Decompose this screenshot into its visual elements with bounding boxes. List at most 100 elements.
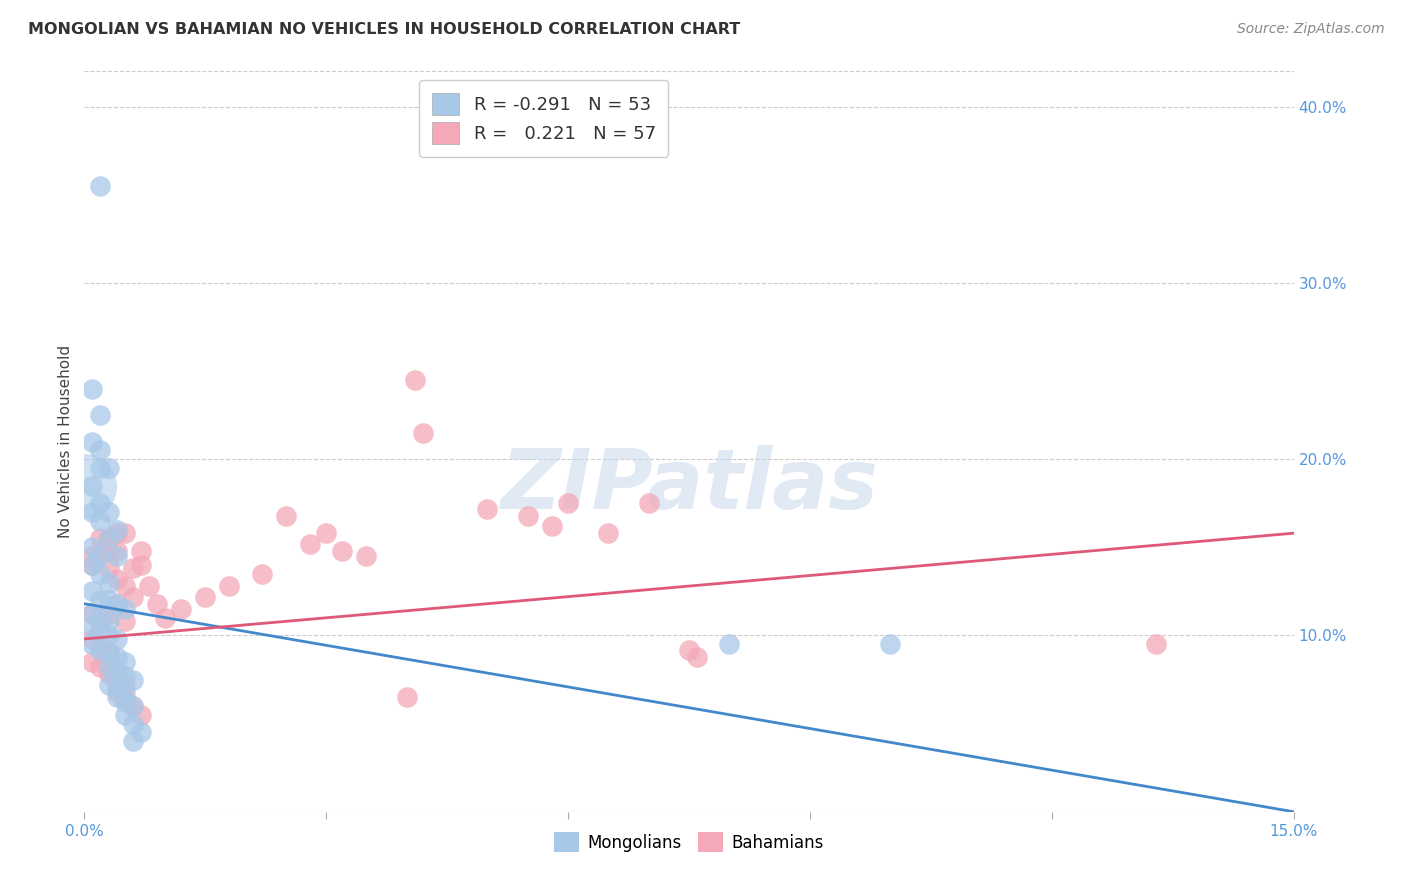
Point [114,695,136,709]
Point [97,461,120,475]
Point [637,496,659,510]
Point [82,632,104,646]
Point [97,544,120,558]
Point [121,561,143,575]
Point [82,637,104,651]
Point [105,632,128,646]
Point [89,178,111,193]
Point [541,519,564,533]
Point [105,664,128,678]
Point [89,593,111,607]
Point [105,544,128,558]
Point [129,544,152,558]
Text: Source: ZipAtlas.com: Source: ZipAtlas.com [1237,22,1385,37]
Point [315,526,337,541]
Point [89,443,111,458]
Point [89,615,111,629]
Point [114,655,136,669]
Point [97,561,120,575]
Point [89,544,111,558]
Point [89,642,111,657]
Point [598,526,620,541]
Point [89,639,111,653]
Point [105,690,128,705]
Point [146,597,169,611]
Point [516,508,538,523]
Point [82,558,104,572]
Point [686,649,709,664]
Point [274,508,297,523]
Point [114,707,136,722]
Point [114,678,136,692]
Point [1146,637,1168,651]
Point [114,602,136,616]
Point [89,566,111,581]
Point [97,660,120,674]
Point [121,734,143,748]
Point [105,685,128,699]
Point [82,655,104,669]
Point [114,526,136,541]
Point [97,593,120,607]
Point [250,566,273,581]
Point [121,698,143,713]
Point [105,597,128,611]
Point [114,579,136,593]
Point [89,611,111,625]
Point [114,692,136,706]
Point [114,669,136,683]
Point [105,597,128,611]
Point [89,514,111,528]
Point [89,549,111,563]
Point [678,642,700,657]
Text: ZIPatlas: ZIPatlas [501,445,877,526]
Point [97,667,120,681]
Point [879,637,901,651]
Point [114,685,136,699]
Point [97,615,120,629]
Point [89,461,111,475]
Point [114,615,136,629]
Y-axis label: No Vehicles in Household: No Vehicles in Household [58,345,73,538]
Point [82,619,104,633]
Point [153,611,176,625]
Point [97,646,120,660]
Point [97,678,120,692]
Point [82,505,104,519]
Point [557,496,579,510]
Point [121,590,143,604]
Point [138,579,160,593]
Point [105,526,128,541]
Point [97,628,120,642]
Point [82,606,104,620]
Point [89,660,111,674]
Point [129,707,152,722]
Point [194,590,217,604]
Point [395,690,418,705]
Point [121,673,143,687]
Point [170,602,193,616]
Point [412,425,434,440]
Point [82,549,104,563]
Point [356,549,378,563]
Point [477,501,499,516]
Point [218,579,240,593]
Point [82,434,104,449]
Point [89,623,111,637]
Point [97,532,120,546]
Point [82,607,104,622]
Point [105,549,128,563]
Point [129,725,152,739]
Point [105,572,128,586]
Point [89,532,111,546]
Point [121,698,143,713]
Point [129,558,152,572]
Point [82,584,104,599]
Point [121,716,143,731]
Point [82,478,104,492]
Point [97,505,120,519]
Point [82,541,104,555]
Point [105,523,128,537]
Text: MONGOLIAN VS BAHAMIAN NO VEHICLES IN HOUSEHOLD CORRELATION CHART: MONGOLIAN VS BAHAMIAN NO VEHICLES IN HOU… [28,22,741,37]
Point [89,408,111,422]
